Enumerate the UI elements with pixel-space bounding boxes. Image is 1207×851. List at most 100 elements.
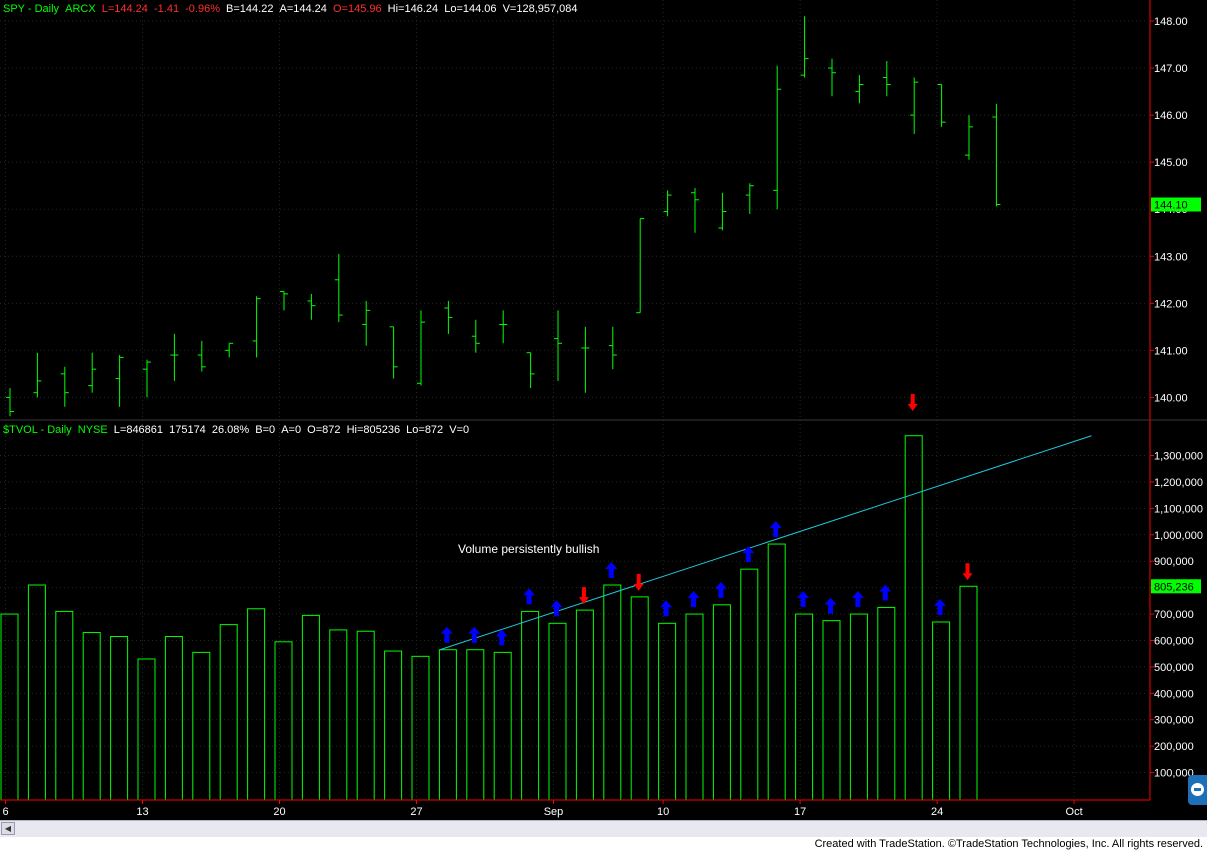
price-bar: [362, 300, 371, 346]
price-bar: [581, 326, 590, 393]
signal-down-arrow-icon: [578, 587, 589, 605]
header-volume-interval: - Daily: [40, 424, 72, 436]
header-volume-bid: B=0: [255, 424, 276, 436]
teamviewer-icon[interactable]: [1188, 775, 1207, 805]
price-bar: [636, 218, 645, 314]
header-price-volume: V=128,957,084: [502, 3, 578, 15]
signal-up-arrow-icon: [523, 588, 536, 605]
price-bar: [225, 342, 234, 358]
volume-gridlines: [0, 455, 1148, 774]
volume-tick-label: 1,200,000: [1154, 477, 1203, 489]
signal-down-arrow-icon: [633, 573, 644, 591]
header-price-last: L=144.24: [101, 3, 148, 15]
price-bar: [992, 103, 1001, 207]
signal-up-arrow-icon: [769, 521, 782, 538]
signal-up-arrow-icon: [851, 591, 864, 608]
volume-tick-label: 1,100,000: [1154, 503, 1203, 515]
date-tick-label: 6: [2, 806, 8, 818]
date-tick-label: 10: [657, 806, 669, 818]
price-bar: [334, 253, 343, 323]
price-bar: [143, 359, 151, 398]
header-volume-exchange: NYSE: [77, 424, 108, 436]
price-bar: [444, 300, 453, 334]
header-volume-last: L=846861: [113, 424, 164, 436]
price-axis-labels: 148.00147.00146.00145.00144.00143.00142.…: [1150, 16, 1201, 404]
header-volume-change: 175174: [169, 424, 206, 436]
header-price-change: -1.41: [153, 3, 180, 15]
header-volume-open: O=872: [307, 424, 341, 436]
volume-tick-label: 400,000: [1154, 688, 1194, 700]
volume-tick-label: 300,000: [1154, 715, 1194, 727]
signal-up-arrow-icon: [440, 626, 453, 643]
signal-up-arrow-icon: [797, 591, 810, 608]
price-bar: [526, 352, 535, 388]
price-tick-label: 148.00: [1154, 16, 1188, 28]
header-price-symbol: SPY: [3, 3, 25, 15]
price-bar: [280, 291, 288, 311]
price-bar: [745, 183, 754, 214]
volume-pane-header: $TVOL - Daily NYSE L=846861 175174 26.08…: [3, 424, 469, 436]
price-tick-label: 147.00: [1154, 63, 1188, 75]
price-bar: [252, 296, 261, 358]
signal-up-arrow-icon: [468, 626, 481, 643]
volume-trendline-group: [439, 435, 1092, 651]
header-price-low: Lo=144.06: [444, 3, 497, 15]
date-tick-label: 13: [136, 806, 148, 818]
price-tick-label: 142.00: [1154, 298, 1188, 310]
header-price-open: O=145.96: [332, 3, 382, 15]
price-bar: [60, 366, 69, 407]
price-bar: [691, 188, 699, 233]
price-bar: [663, 190, 672, 217]
last-volume-badge: [1151, 579, 1201, 594]
price-bar: [910, 77, 919, 134]
date-gridlines: [5, 0, 1075, 800]
signal-up-arrow-icon: [934, 598, 947, 615]
scroll-left-arrow-icon[interactable]: ◀: [1, 822, 15, 835]
date-tick-label: Sep: [544, 806, 564, 818]
price-bar: [417, 310, 425, 386]
header-volume-symbol: $TVOL: [3, 424, 38, 436]
volume-trendline: [439, 435, 1092, 651]
date-tick-label: 24: [931, 806, 943, 818]
price-bar: [115, 355, 124, 407]
chart-canvas: 148.00147.00146.00145.00144.00143.00142.…: [0, 0, 1207, 820]
signal-up-arrow-icon: [550, 600, 563, 617]
price-bar: [937, 84, 946, 127]
date-tick-label: 20: [273, 806, 285, 818]
price-bar: [33, 352, 42, 398]
price-bar: [170, 333, 179, 381]
volume-tick-label: 100,000: [1154, 768, 1194, 780]
price-bar: [499, 310, 508, 344]
price-tick-label: 140.00: [1154, 392, 1188, 404]
price-bar: [608, 326, 617, 370]
price-bar: [6, 387, 14, 417]
header-volume-change-pct: 26.08%: [211, 424, 250, 436]
date-axis-labels: 6 13 20 27 Sep 10 17 24 Oct: [2, 800, 1083, 818]
header-price-exchange: ARCX: [65, 3, 96, 15]
header-volume-low: Lo=872: [406, 424, 444, 436]
header-price-bid: B=144.22: [226, 3, 274, 15]
header-price-high: Hi=146.24: [387, 3, 439, 15]
price-tick-label: 141.00: [1154, 345, 1188, 357]
price-bar: [718, 192, 727, 231]
header-price-ask: A=144.24: [279, 3, 327, 15]
signal-up-arrow-icon: [660, 600, 673, 617]
price-bar: [828, 58, 836, 97]
price-bar: [471, 319, 480, 353]
volume-tick-label: 900,000: [1154, 556, 1194, 568]
volume-tick-label: 600,000: [1154, 635, 1194, 647]
price-bar: [307, 293, 316, 320]
date-tick-label: 17: [794, 806, 806, 818]
volume-tick-label: 1,000,000: [1154, 530, 1203, 542]
price-gridlines: [0, 20, 1148, 398]
last-volume-label: 805,236: [1154, 581, 1194, 593]
volume-tick-label: 500,000: [1154, 662, 1194, 674]
footer-copyright: Created with TradeStation. ©TradeStation…: [814, 838, 1203, 850]
signal-down-arrow-icon: [962, 563, 973, 581]
signal-up-arrow-icon: [605, 561, 618, 578]
signal-up-arrow-icon: [495, 629, 508, 646]
horizontal-scrollbar[interactable]: ◀: [0, 820, 1207, 837]
header-volume-volume: V=0: [449, 424, 470, 436]
volume-tick-label: 700,000: [1154, 609, 1194, 621]
price-bar: [88, 352, 97, 393]
